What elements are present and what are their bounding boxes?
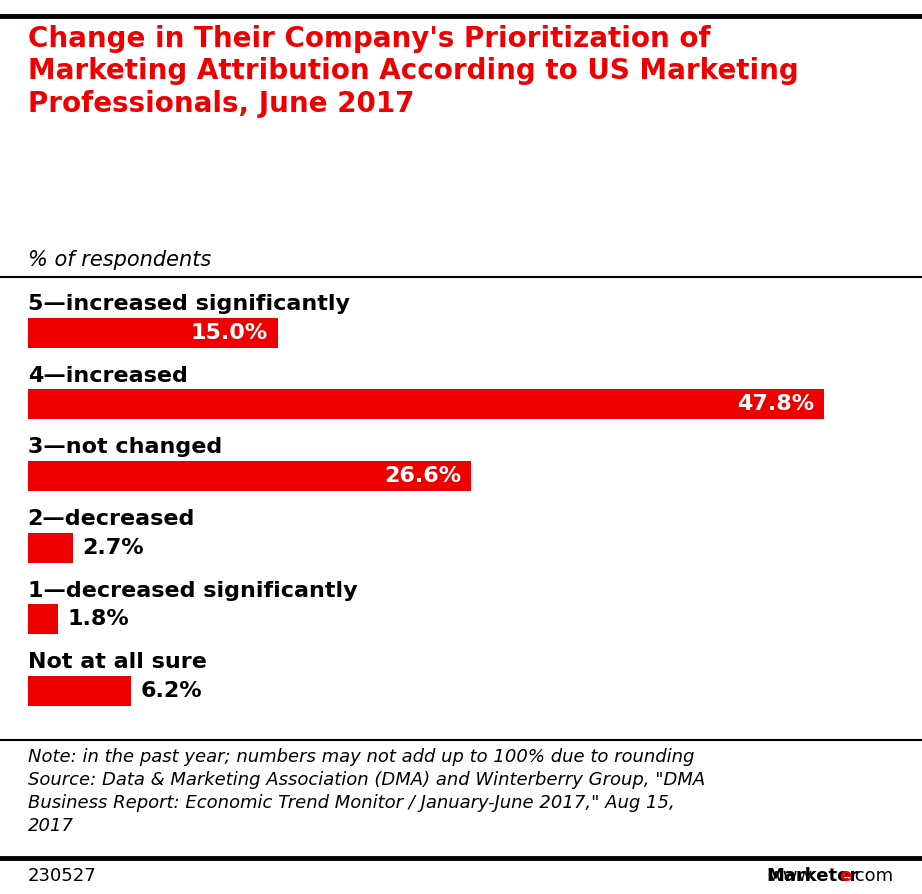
Bar: [28, 461, 471, 491]
Text: Note: in the past year; numbers may not add up to 100% due to rounding
Source: D: Note: in the past year; numbers may not …: [28, 748, 705, 835]
Text: www.: www.: [769, 867, 817, 885]
Text: 230527: 230527: [28, 867, 97, 885]
Text: 4—increased: 4—increased: [28, 366, 187, 385]
Bar: [28, 389, 824, 419]
Text: 3—not changed: 3—not changed: [28, 437, 222, 458]
Text: 5—increased significantly: 5—increased significantly: [28, 294, 349, 314]
Text: 26.6%: 26.6%: [384, 466, 461, 486]
Text: 2.7%: 2.7%: [83, 537, 144, 558]
Text: % of respondents: % of respondents: [28, 250, 211, 270]
Text: Not at all sure: Not at all sure: [28, 653, 207, 672]
Text: 2—decreased: 2—decreased: [28, 509, 195, 529]
Text: e: e: [840, 867, 852, 885]
Text: 47.8%: 47.8%: [738, 394, 814, 414]
Bar: [28, 533, 73, 562]
Text: Change in Their Company's Prioritization of
Marketing Attribution According to U: Change in Their Company's Prioritization…: [28, 25, 798, 118]
Bar: [28, 676, 131, 706]
Text: Marketer: Marketer: [766, 867, 858, 885]
Bar: [28, 604, 58, 635]
Text: 1—decreased significantly: 1—decreased significantly: [28, 581, 358, 601]
Text: 6.2%: 6.2%: [141, 681, 203, 701]
Text: .com: .com: [849, 867, 893, 885]
Bar: [28, 317, 278, 348]
Text: 15.0%: 15.0%: [191, 323, 267, 342]
Text: 1.8%: 1.8%: [67, 610, 129, 629]
